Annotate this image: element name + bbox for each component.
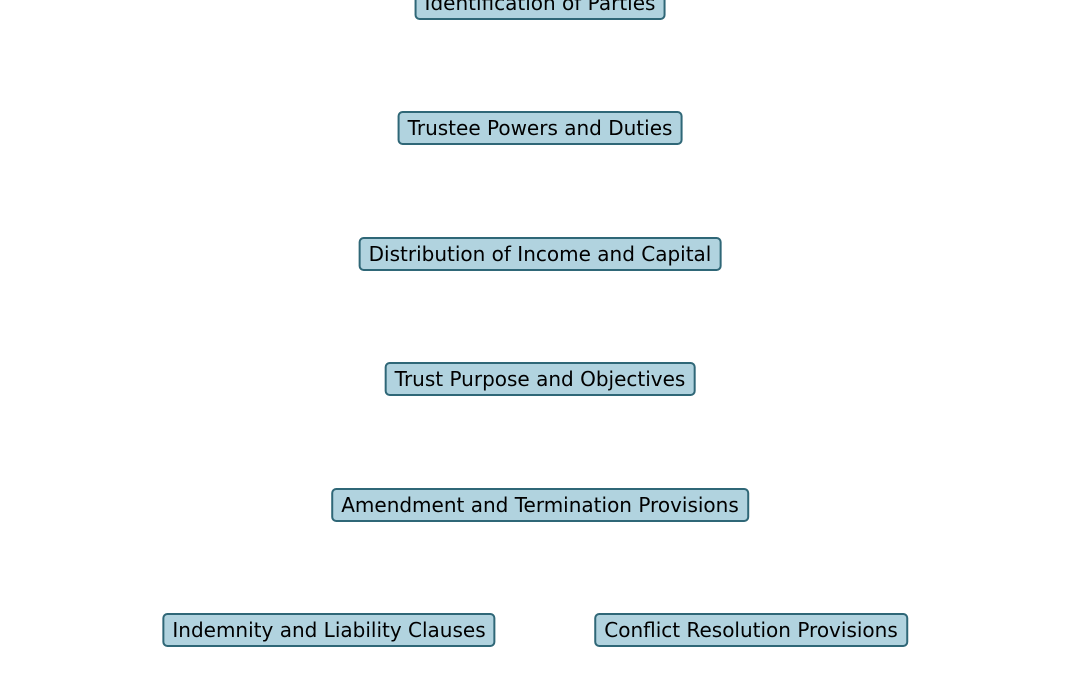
node-trust-purpose-and-objectives: Trust Purpose and Objectives <box>385 362 696 396</box>
node-distribution-of-income-and-capital: Distribution of Income and Capital <box>359 237 722 271</box>
node-amendment-and-termination: Amendment and Termination Provisions <box>331 488 749 522</box>
diagram-stage: Identification of Parties Trustee Powers … <box>0 0 1080 675</box>
node-conflict-resolution: Conflict Resolution Provisions <box>594 613 908 647</box>
node-indemnity-and-liability: Indemnity and Liability Clauses <box>162 613 495 647</box>
node-trustee-powers-and-duties: Trustee Powers and Duties <box>398 111 683 145</box>
node-identification-of-parties: Identification of Parties <box>415 0 666 20</box>
